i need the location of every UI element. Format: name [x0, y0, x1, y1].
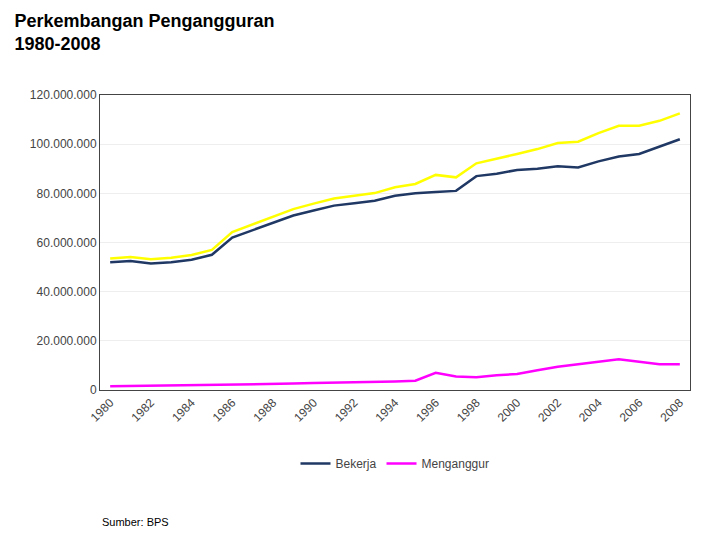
- svg-text:40.000.000: 40.000.000: [37, 285, 97, 299]
- svg-text:1994: 1994: [373, 396, 402, 425]
- svg-text:Sumber: BPS: Sumber: BPS: [102, 516, 169, 528]
- svg-text:120.000.000: 120.000.000: [30, 88, 97, 102]
- svg-text:0: 0: [90, 383, 97, 397]
- svg-text:2008: 2008: [657, 396, 686, 425]
- svg-text:1992: 1992: [332, 396, 361, 425]
- svg-text:80.000.000: 80.000.000: [37, 187, 97, 201]
- svg-text:Bekerja: Bekerja: [336, 457, 377, 471]
- svg-text:60.000.000: 60.000.000: [37, 236, 97, 250]
- svg-text:Menganggur: Menganggur: [422, 457, 489, 471]
- svg-text:1986: 1986: [210, 396, 239, 425]
- svg-text:2002: 2002: [535, 396, 564, 425]
- svg-text:Perkembangan Pengangguran1980-: Perkembangan Pengangguran1980-2008: [14, 11, 274, 54]
- svg-text:2006: 2006: [617, 396, 646, 425]
- svg-text:1982: 1982: [128, 396, 157, 425]
- svg-text:1998: 1998: [454, 396, 483, 425]
- svg-text:1996: 1996: [413, 396, 442, 425]
- svg-text:100.000.000: 100.000.000: [30, 137, 97, 151]
- svg-text:1980: 1980: [88, 396, 117, 425]
- svg-text:1984: 1984: [169, 396, 198, 425]
- svg-text:1988: 1988: [251, 396, 280, 425]
- svg-text:1990: 1990: [291, 396, 320, 425]
- svg-text:2004: 2004: [576, 396, 605, 425]
- svg-text:20.000.000: 20.000.000: [37, 334, 97, 348]
- svg-text:2000: 2000: [495, 396, 524, 425]
